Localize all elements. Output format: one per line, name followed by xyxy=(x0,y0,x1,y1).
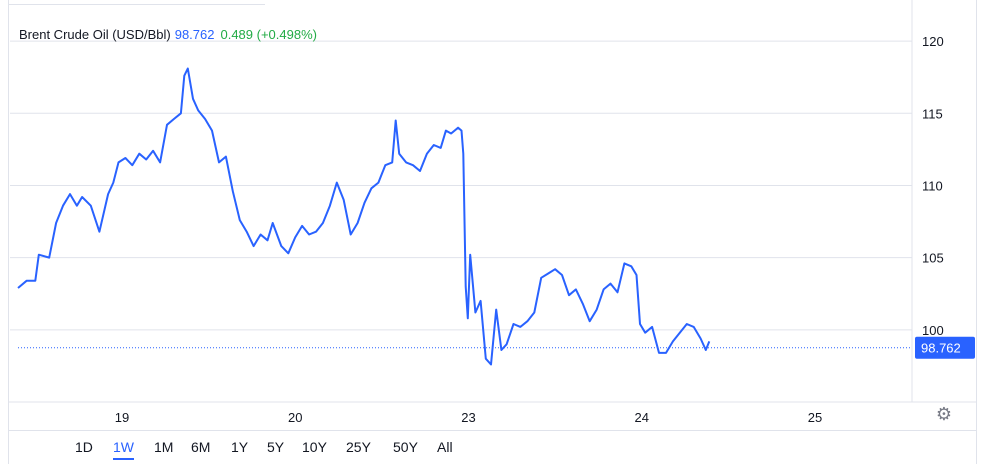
range-button-1w[interactable]: 1W xyxy=(113,439,134,460)
y-axis: 100 105 110 115 120 xyxy=(922,34,944,338)
range-button-1m[interactable]: 1M xyxy=(154,439,174,455)
range-button-all[interactable]: All xyxy=(437,439,453,455)
x-tick-label: 24 xyxy=(634,410,648,425)
x-axis: 19 20 23 24 25 xyxy=(115,410,822,425)
legend-price: 98.762 xyxy=(174,27,215,42)
x-tick-label: 25 xyxy=(808,410,822,425)
range-button-25y[interactable]: 25Y xyxy=(346,439,371,455)
range-button-6m[interactable]: 6M xyxy=(191,439,211,455)
symbol-name: Brent Crude Oil (USD/Bbl) xyxy=(19,27,171,42)
last-price-tag xyxy=(915,336,975,359)
last-price-tag-label: 98.762 xyxy=(921,341,961,356)
range-button-1d[interactable]: 1D xyxy=(75,439,93,455)
y-tick-label: 110 xyxy=(922,178,943,193)
range-button-1y[interactable]: 1Y xyxy=(231,439,249,455)
chart-legend: Brent Crude Oil (USD/Bbl) 98.762 0.489 (+0… xyxy=(19,27,317,42)
range-button-50y[interactable]: 50Y xyxy=(393,439,418,455)
gear-icon[interactable]: ⚙ xyxy=(935,404,953,424)
x-tick-label: 19 xyxy=(115,410,129,425)
y-tick-label: 105 xyxy=(922,251,944,266)
y-tick-label: 115 xyxy=(922,106,943,121)
range-selector: 1D 1W 1M 6M 1Y 5Y 10Y 25Y 50Y All xyxy=(9,430,976,464)
grid-lines xyxy=(9,0,976,403)
range-button-10y[interactable]: 10Y xyxy=(302,439,327,455)
x-tick-label: 23 xyxy=(461,410,475,425)
legend-change: 0.489 (+0.498%) xyxy=(220,27,317,42)
top-divider xyxy=(9,0,265,5)
price-line-series xyxy=(17,67,711,366)
y-tick-label: 100 xyxy=(922,323,944,338)
y-tick-label: 120 xyxy=(922,34,944,49)
range-button-5y[interactable]: 5Y xyxy=(267,439,285,455)
x-tick-label: 20 xyxy=(288,410,302,425)
